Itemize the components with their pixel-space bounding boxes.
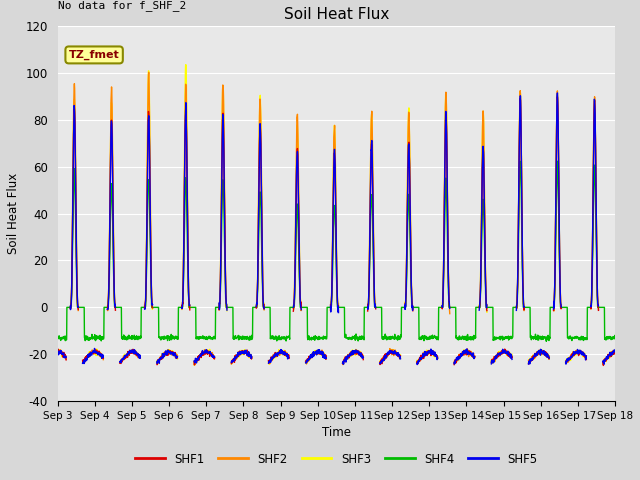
- Legend: SHF1, SHF2, SHF3, SHF4, SHF5: SHF1, SHF2, SHF3, SHF4, SHF5: [131, 448, 542, 470]
- Y-axis label: Soil Heat Flux: Soil Heat Flux: [7, 173, 20, 254]
- Title: Soil Heat Flux: Soil Heat Flux: [284, 7, 389, 22]
- Text: TZ_fmet: TZ_fmet: [68, 50, 120, 60]
- Text: No data for f_SHF_2: No data for f_SHF_2: [58, 0, 186, 11]
- X-axis label: Time: Time: [322, 426, 351, 440]
